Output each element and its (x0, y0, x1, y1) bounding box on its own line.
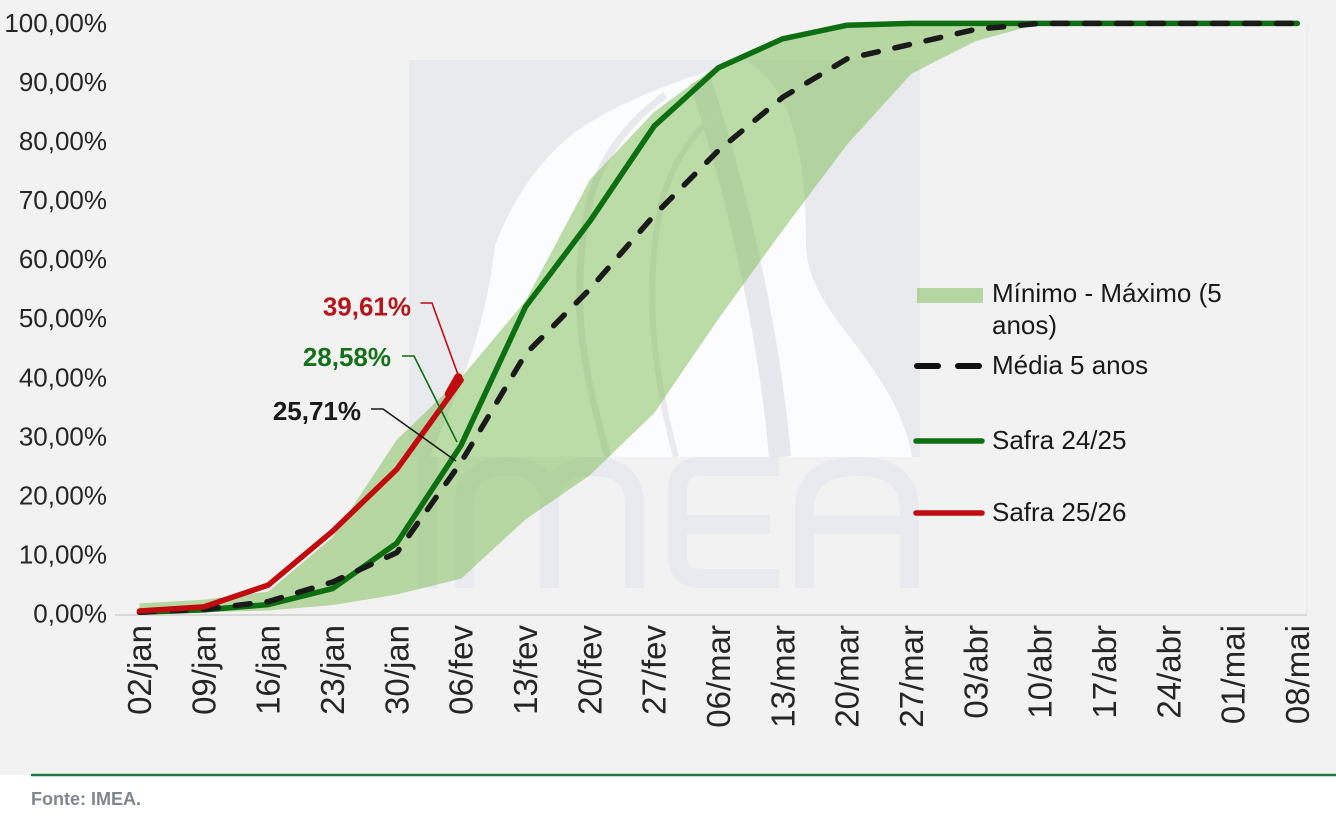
svg-text:Fonte: IMEA.: Fonte: IMEA. (31, 789, 141, 809)
svg-text:Safra 25/26: Safra 25/26 (992, 497, 1126, 527)
svg-text:09/jan: 09/jan (185, 625, 222, 715)
svg-text:25,71%: 25,71% (273, 396, 361, 426)
svg-text:80,00%: 80,00% (19, 126, 107, 156)
svg-text:90,00%: 90,00% (19, 67, 107, 97)
svg-text:Safra 24/25: Safra 24/25 (992, 425, 1126, 455)
svg-text:02/jan: 02/jan (121, 625, 158, 715)
svg-text:Média 5 anos: Média 5 anos (992, 350, 1148, 380)
svg-text:anos): anos) (992, 310, 1057, 340)
svg-text:27/mar: 27/mar (893, 625, 930, 728)
svg-text:20/fev: 20/fev (571, 625, 608, 715)
svg-text:13/fev: 13/fev (507, 625, 544, 715)
svg-text:30/jan: 30/jan (378, 625, 415, 715)
svg-text:03/abr: 03/abr (957, 625, 994, 719)
svg-text:20/mar: 20/mar (829, 625, 866, 728)
svg-text:24/abr: 24/abr (1150, 625, 1187, 719)
svg-text:60,00%: 60,00% (19, 244, 107, 274)
svg-text:0,00%: 0,00% (33, 599, 107, 629)
svg-text:50,00%: 50,00% (19, 303, 107, 333)
svg-text:70,00%: 70,00% (19, 185, 107, 215)
svg-text:08/mai: 08/mai (1279, 625, 1316, 724)
svg-text:16/jan: 16/jan (250, 625, 287, 715)
svg-text:40,00%: 40,00% (19, 362, 107, 392)
svg-text:27/fev: 27/fev (636, 625, 673, 715)
svg-text:100,00%: 100,00% (4, 8, 107, 38)
svg-text:06/fev: 06/fev (443, 625, 480, 715)
svg-text:30,00%: 30,00% (19, 421, 107, 451)
svg-text:06/mar: 06/mar (700, 625, 737, 728)
svg-text:23/jan: 23/jan (314, 625, 351, 715)
svg-text:28,58%: 28,58% (303, 342, 391, 372)
svg-text:01/mai: 01/mai (1215, 625, 1252, 724)
svg-text:13/mar: 13/mar (764, 625, 801, 728)
svg-text:10/abr: 10/abr (1022, 625, 1059, 719)
svg-text:20,00%: 20,00% (19, 480, 107, 510)
svg-text:Mínimo - Máximo (5: Mínimo - Máximo (5 (992, 278, 1222, 308)
svg-text:17/abr: 17/abr (1086, 625, 1123, 719)
svg-text:10,00%: 10,00% (19, 539, 107, 569)
svg-text:39,61%: 39,61% (323, 292, 411, 322)
